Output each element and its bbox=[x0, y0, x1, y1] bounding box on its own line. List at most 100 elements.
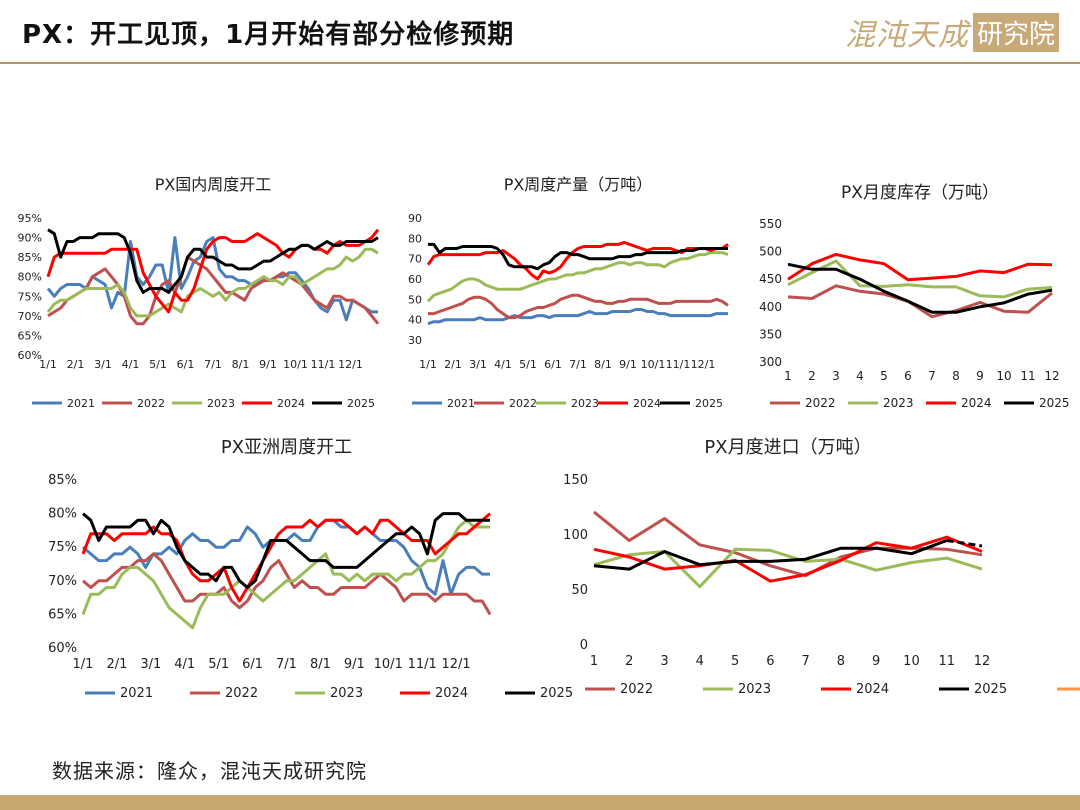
y-tick-label: 60 bbox=[408, 273, 422, 286]
y-tick-label: 95% bbox=[18, 212, 42, 225]
legend-label-2023: 2023 bbox=[883, 396, 914, 410]
x-tick-label: 5/1 bbox=[208, 657, 229, 672]
series-line-2023 bbox=[46, 247, 379, 318]
series-line-2023 bbox=[593, 547, 983, 589]
footer-bar bbox=[0, 795, 1080, 810]
x-tick-label: 7 bbox=[928, 369, 936, 383]
series-line-2024 bbox=[593, 535, 983, 583]
chart-title: PX周度产量（万吨） bbox=[504, 175, 653, 194]
x-tick-label: 6 bbox=[766, 654, 774, 669]
y-tick-label: 85% bbox=[48, 473, 77, 488]
x-tick-label: 4 bbox=[696, 654, 704, 669]
series-line-2025 bbox=[787, 262, 1053, 314]
legend-label-2021: 2021 bbox=[120, 686, 153, 701]
x-tick-label: 12/1 bbox=[441, 657, 470, 672]
legend-label-2024: 2024 bbox=[856, 682, 889, 697]
series-line-2025 bbox=[593, 539, 948, 571]
y-tick-label: 100 bbox=[563, 528, 588, 543]
x-tick-label: 2 bbox=[808, 369, 816, 383]
series-line-2025 bbox=[428, 242, 728, 271]
series-line-2022 bbox=[47, 255, 380, 326]
legend-label-2022: 2022 bbox=[225, 686, 258, 701]
x-tick-label: 4 bbox=[856, 369, 864, 383]
x-tick-label: 5 bbox=[731, 654, 739, 669]
chart-title: PX月度库存（万吨） bbox=[841, 183, 999, 203]
x-tick-label: 7/1 bbox=[276, 657, 297, 672]
x-tick-label: 10/1 bbox=[283, 358, 308, 371]
legend-label-2022: 2022 bbox=[805, 396, 836, 410]
chart-title: PX月度进口（万吨） bbox=[704, 437, 871, 458]
legend-label-2023: 2023 bbox=[330, 686, 363, 701]
x-tick-label: 3/1 bbox=[94, 358, 112, 371]
legend-label-2025: 2025 bbox=[695, 397, 723, 410]
x-tick-label: 2/1 bbox=[444, 358, 462, 371]
chart-title: PX亚洲周度开工 bbox=[221, 437, 352, 458]
x-tick-label: 11 bbox=[938, 654, 955, 669]
y-tick-label: 50 bbox=[571, 583, 588, 598]
y-tick-label: 70% bbox=[48, 574, 77, 589]
x-tick-label: 1/1 bbox=[73, 657, 94, 672]
y-tick-label: 85% bbox=[18, 251, 42, 264]
x-tick-label: 11/1 bbox=[408, 657, 437, 672]
page-title: PX：开工见顶，1月开始有部分检修预期 bbox=[22, 20, 515, 50]
px-weekly-output-chart: PX周度产量（万吨） 30 40 50 60 70 80 90 1/1 2/1 3/1 4/1 5/1 6… bbox=[408, 175, 729, 410]
x-tick-label: 10/1 bbox=[374, 657, 403, 672]
series-line-2023 bbox=[787, 259, 1053, 299]
x-tick-label: 8/1 bbox=[310, 657, 331, 672]
legend-label-2021: 2021 bbox=[447, 397, 475, 410]
series-line-2025 bbox=[47, 228, 379, 294]
y-tick-label: 80% bbox=[48, 507, 77, 522]
x-tick-label: 2/1 bbox=[67, 358, 85, 371]
x-tick-label: 3/1 bbox=[140, 657, 161, 672]
y-tick-label: 70 bbox=[408, 253, 422, 266]
x-tick-label: 10/1 bbox=[641, 358, 666, 371]
x-tick-label: 9/1 bbox=[344, 657, 365, 672]
x-tick-label: 10 bbox=[903, 654, 920, 669]
x-tick-label: 3 bbox=[660, 654, 668, 669]
y-tick-label: 0 bbox=[580, 638, 588, 653]
legend-label-2022: 2022 bbox=[620, 682, 653, 697]
x-tick-label: 8 bbox=[952, 369, 960, 383]
series-line-2022 bbox=[593, 510, 983, 578]
x-tick-label: 12/1 bbox=[338, 358, 363, 371]
legend-label-2025: 2025 bbox=[540, 686, 573, 701]
series-line-2021 bbox=[427, 308, 728, 326]
x-tick-label: 7 bbox=[801, 654, 809, 669]
y-tick-label: 75% bbox=[48, 540, 77, 555]
series-line-2023 bbox=[426, 251, 729, 303]
x-tick-label: 9/1 bbox=[619, 358, 637, 371]
y-tick-label: 70% bbox=[18, 310, 42, 323]
x-tick-label: 8 bbox=[837, 654, 845, 669]
x-tick-label: 9/1 bbox=[259, 358, 277, 371]
series-line-2021 bbox=[82, 518, 490, 596]
legend-label-2025: 2025 bbox=[974, 682, 1007, 697]
x-tick-label: 4/1 bbox=[174, 657, 195, 672]
series-line-2021 bbox=[46, 236, 378, 322]
y-tick-label: 450 bbox=[759, 272, 782, 286]
series-line-2025 bbox=[82, 512, 490, 589]
series-line-2024 bbox=[46, 228, 380, 314]
y-tick-label: 75% bbox=[18, 290, 42, 303]
y-tick-label: 65% bbox=[48, 607, 77, 622]
x-tick-label: 4/1 bbox=[122, 358, 140, 371]
legend-label-2024: 2024 bbox=[277, 397, 305, 410]
x-tick-label: 1/1 bbox=[39, 358, 57, 371]
legend-label-2022: 2022 bbox=[509, 397, 537, 410]
legend-label-2023: 2023 bbox=[571, 397, 599, 410]
x-tick-label: 12 bbox=[974, 654, 991, 669]
legend-label-2024: 2024 bbox=[435, 686, 468, 701]
x-tick-label: 4/1 bbox=[494, 358, 512, 371]
x-tick-label: 3/1 bbox=[469, 358, 487, 371]
y-tick-label: 550 bbox=[759, 217, 782, 231]
logo-main-text: 混沌天成 bbox=[845, 18, 969, 53]
data-source-note: 数据来源：隆众，混沌天成研究院 bbox=[52, 759, 367, 783]
series-line-2022 bbox=[428, 293, 729, 320]
y-tick-label: 150 bbox=[563, 473, 588, 488]
y-tick-label: 60% bbox=[48, 641, 77, 656]
x-tick-label: 6 bbox=[904, 369, 912, 383]
x-tick-label: 7/1 bbox=[569, 358, 587, 371]
x-tick-label: 5/1 bbox=[519, 358, 537, 371]
legend-label-2021: 2021 bbox=[67, 397, 95, 410]
series-forecast-2025 bbox=[946, 539, 983, 548]
